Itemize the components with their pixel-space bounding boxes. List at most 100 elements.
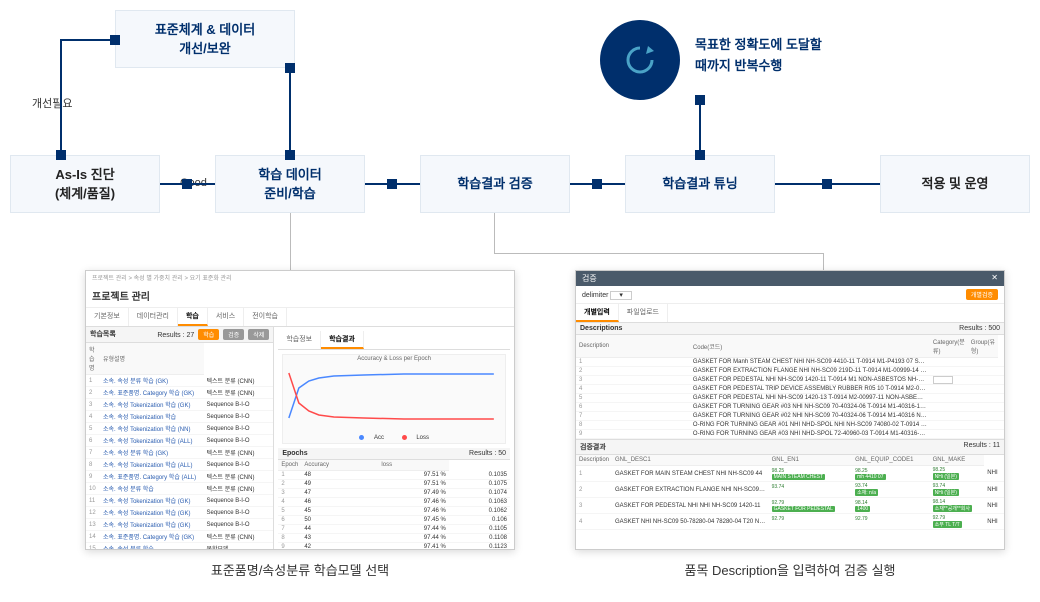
- table-row[interactable]: 13소속. 속성 Tokenization 학습 (GK)Sequence B-…: [86, 519, 273, 531]
- panel1-tab-1[interactable]: 데이터관리: [129, 308, 178, 326]
- table-row[interactable]: 14소속. 표준품명. Category 학습 (GK)텍스트 분류 (CNN): [86, 531, 273, 543]
- dropline-2h: [494, 253, 824, 254]
- table-row[interactable]: 2GASKET FOR EXTRACTION FLANGE NHI NH-SC0…: [576, 482, 1004, 498]
- table-row[interactable]: 6GASKET FOR TURNING GEAR #03 NHI NH-SC09…: [576, 403, 1004, 412]
- node-cycle-bot: [695, 150, 705, 160]
- panel1-epochs-results: Results : 50: [469, 450, 506, 457]
- table-row[interactable]: 12소속. 속성 Tokenization 학습 (GK)Sequence B-…: [86, 507, 273, 519]
- table-row[interactable]: 5GASKET FOR PEDESTAL NHI NH-SC09 1420-13…: [576, 394, 1004, 403]
- flow-box-3: 학습결과 튜닝: [625, 155, 775, 213]
- flow-box-top-label: 표준체계 & 데이터개선/보완: [155, 20, 255, 59]
- panel1-btn-verify[interactable]: 검증: [223, 329, 244, 340]
- panel1-right-tab-1[interactable]: 학습결과: [321, 331, 364, 349]
- flow-box-2: 학습결과 검증: [420, 155, 570, 213]
- connector-cycle: [699, 100, 701, 155]
- panel1-tab-0[interactable]: 기본정보: [86, 308, 129, 326]
- node-into-1: [285, 150, 295, 160]
- node-top-in: [110, 35, 120, 45]
- table-row[interactable]: 7GASKET FOR TURNING GEAR #02 NHI NH-SC09…: [576, 412, 1004, 421]
- panel1-tabs: 기본정보데이터관리학습서비스전이학습: [86, 308, 514, 327]
- table-row[interactable]: 10소속. 속성 분류 학습텍스트 분류 (CNN): [86, 483, 273, 495]
- table-row[interactable]: 65097.45 %0.106: [278, 516, 510, 525]
- panel1-tab-4[interactable]: 전이학습: [244, 308, 287, 326]
- cycle-badge: [600, 20, 680, 100]
- panel2-titlebar: 검증 ✕: [576, 271, 1004, 286]
- dropline-2v: [823, 253, 824, 270]
- panel2-desc-header: Descriptions: [580, 325, 622, 332]
- table-row[interactable]: 5소속. 속성 Tokenization 학습 (NN)Sequence B-I…: [86, 423, 273, 435]
- table-row[interactable]: 2GASKET FOR EXTRACTION FLANGE NHI NH-SC0…: [576, 367, 1004, 376]
- panel1-right-tab-0[interactable]: 학습정보: [278, 331, 321, 349]
- table-row[interactable]: 7소속. 속성 분류 학습 (GK)텍스트 분류 (CNN): [86, 447, 273, 459]
- connector-down-right: [289, 68, 291, 155]
- table-row[interactable]: 34797.49 %0.1074: [278, 489, 510, 498]
- table-row[interactable]: 8O-RING FOR TURNING GEAR #01 NHI NHD-SPO…: [576, 421, 1004, 430]
- panel2-desc-results: Results : 500: [959, 325, 1000, 332]
- panel2-results-header: 검증결과: [580, 442, 606, 452]
- dropline-2: [494, 213, 495, 253]
- table-row[interactable]: 1소속. 속성 분류 학습 (GK)텍스트 분류 (CNN): [86, 375, 273, 387]
- table-row[interactable]: 15소속. 속성 분류 학습복합모델: [86, 543, 273, 551]
- panel1-tab-2[interactable]: 학습: [178, 308, 208, 326]
- panel1-left-results: Results : 27: [157, 332, 194, 339]
- table-row[interactable]: 94297.41 %0.1123: [278, 543, 510, 551]
- panel2-tabs: 개별입력파일업로드: [576, 304, 1004, 323]
- panel2-delimiter-select[interactable]: ▾: [610, 291, 632, 300]
- panel1-chart-title: Accuracy & Loss per Epoch: [283, 355, 505, 363]
- table-row[interactable]: 9소속. 표준품명. Category 학습 (ALL)텍스트 분류 (CNN): [86, 471, 273, 483]
- panel1-epoch-table: EpochAccuracyloss 14897.51 %0.103524997.…: [278, 460, 510, 550]
- panel1-btn-learn[interactable]: 학습: [198, 329, 219, 340]
- table-row[interactable]: 11소속. 속성 Tokenization 학습 (GK)Sequence B-…: [86, 495, 273, 507]
- flow-box-4-label: 적용 및 운영: [921, 174, 988, 194]
- table-row[interactable]: 24997.51 %0.1075: [278, 480, 510, 489]
- table-row[interactable]: 4소속. 속성 Tokenization 학습Sequence B-I-O: [86, 411, 273, 423]
- table-row[interactable]: 1GASKET FOR MAIN STEAM CHEST NHI NH-SC09…: [576, 466, 1004, 482]
- table-row[interactable]: 1GASKET FOR Manh STEAM CHEST NHI NH-SC09…: [576, 358, 1004, 367]
- table-row[interactable]: 8소속. 속성 Tokenization 학습 (ALL)Sequence B-…: [86, 459, 273, 471]
- table-row[interactable]: 14897.51 %0.1035: [278, 471, 510, 480]
- panel2-caption: 품목 Description을 입력하여 검증 실행: [575, 560, 1005, 579]
- cycle-text: 목표한 정확도에 도달할때까지 반복수행: [695, 35, 895, 77]
- node-top-out: [285, 63, 295, 73]
- node-cycle-top: [695, 95, 705, 105]
- panel1-left-header: 학습목록: [90, 329, 116, 340]
- panel2-results-count: Results : 11: [964, 442, 1000, 452]
- panel1-breadcrumb: 프로젝트 관리 > 속성 별 가중치 관리 > 요기 표준화 관리: [86, 271, 514, 284]
- node-up-0: [56, 150, 66, 160]
- table-row[interactable]: 2소속. 표준품명. Category 학습 (GK)텍스트 분류 (CNN): [86, 387, 273, 399]
- flow-box-0: As-Is 진단(체계/품질): [10, 155, 160, 213]
- table-row[interactable]: 54597.46 %0.1062: [278, 507, 510, 516]
- panel1-btn-delete[interactable]: 삭제: [248, 329, 269, 340]
- panel1-tab-3[interactable]: 서비스: [208, 308, 244, 326]
- table-row[interactable]: 74497.44 %0.1105: [278, 525, 510, 534]
- table-row[interactable]: 4GASKET FOR PEDESTAL TRIP DEVICE ASSEMBL…: [576, 385, 1004, 394]
- dropline-1: [290, 213, 291, 270]
- panel1-legend: Acc Loss: [283, 435, 505, 441]
- legend-acc: Acc: [374, 435, 384, 441]
- panel2-verify-button[interactable]: 개별검증: [966, 289, 998, 300]
- panel2-tab-1[interactable]: 파일업로드: [619, 304, 668, 322]
- flow-box-3-label: 학습결과 튜닝: [662, 174, 737, 194]
- table-row[interactable]: 6소속. 속성 Tokenization 학습 (ALL)Sequence B-…: [86, 435, 273, 447]
- node-1-2: [387, 179, 397, 189]
- panel2-titlebar-text: 검증: [582, 273, 597, 284]
- table-row[interactable]: 3GASKET FOR PEDESTAL NHI NH-SC09 1420-11…: [576, 376, 1004, 385]
- panel1-caption: 표준품명/속성분류 학습모델 선택: [85, 560, 515, 579]
- close-icon[interactable]: ✕: [991, 273, 998, 284]
- table-row[interactable]: 44697.46 %0.1063: [278, 498, 510, 507]
- panel1-epochs-header: Epochs: [282, 450, 307, 457]
- panel1-title: 프로젝트 관리: [86, 284, 514, 308]
- panel-verification: 검증 ✕ delimiter ▾ 개별검증 개별입력파일업로드 Descript…: [575, 270, 1005, 550]
- panel1-right-tabs: 학습정보학습결과: [278, 331, 510, 350]
- table-row[interactable]: 84397.44 %0.1108: [278, 534, 510, 543]
- node-0-1: [182, 179, 192, 189]
- table-row[interactable]: 3GASKET FOR PEDESTAL NHI NHI NH-SC09 142…: [576, 498, 1004, 514]
- edge-label-up: 개선필요: [30, 95, 74, 111]
- panel1-chart: Accuracy & Loss per Epoch Acc Loss: [282, 354, 506, 444]
- node-3-4: [822, 179, 832, 189]
- panel2-tab-0[interactable]: 개별입력: [576, 304, 619, 322]
- table-row[interactable]: 9O-RING FOR TURNING GEAR #03 NHI NHD-SPO…: [576, 430, 1004, 439]
- flow-box-0-label: As-Is 진단(체계/품질): [55, 165, 115, 204]
- table-row[interactable]: 4GASKET NHI NH-SC09 50-78280-04 78280-04…: [576, 514, 1004, 530]
- table-row[interactable]: 3소속. 속성 Tokenization 학습 (GK)Sequence B-I…: [86, 399, 273, 411]
